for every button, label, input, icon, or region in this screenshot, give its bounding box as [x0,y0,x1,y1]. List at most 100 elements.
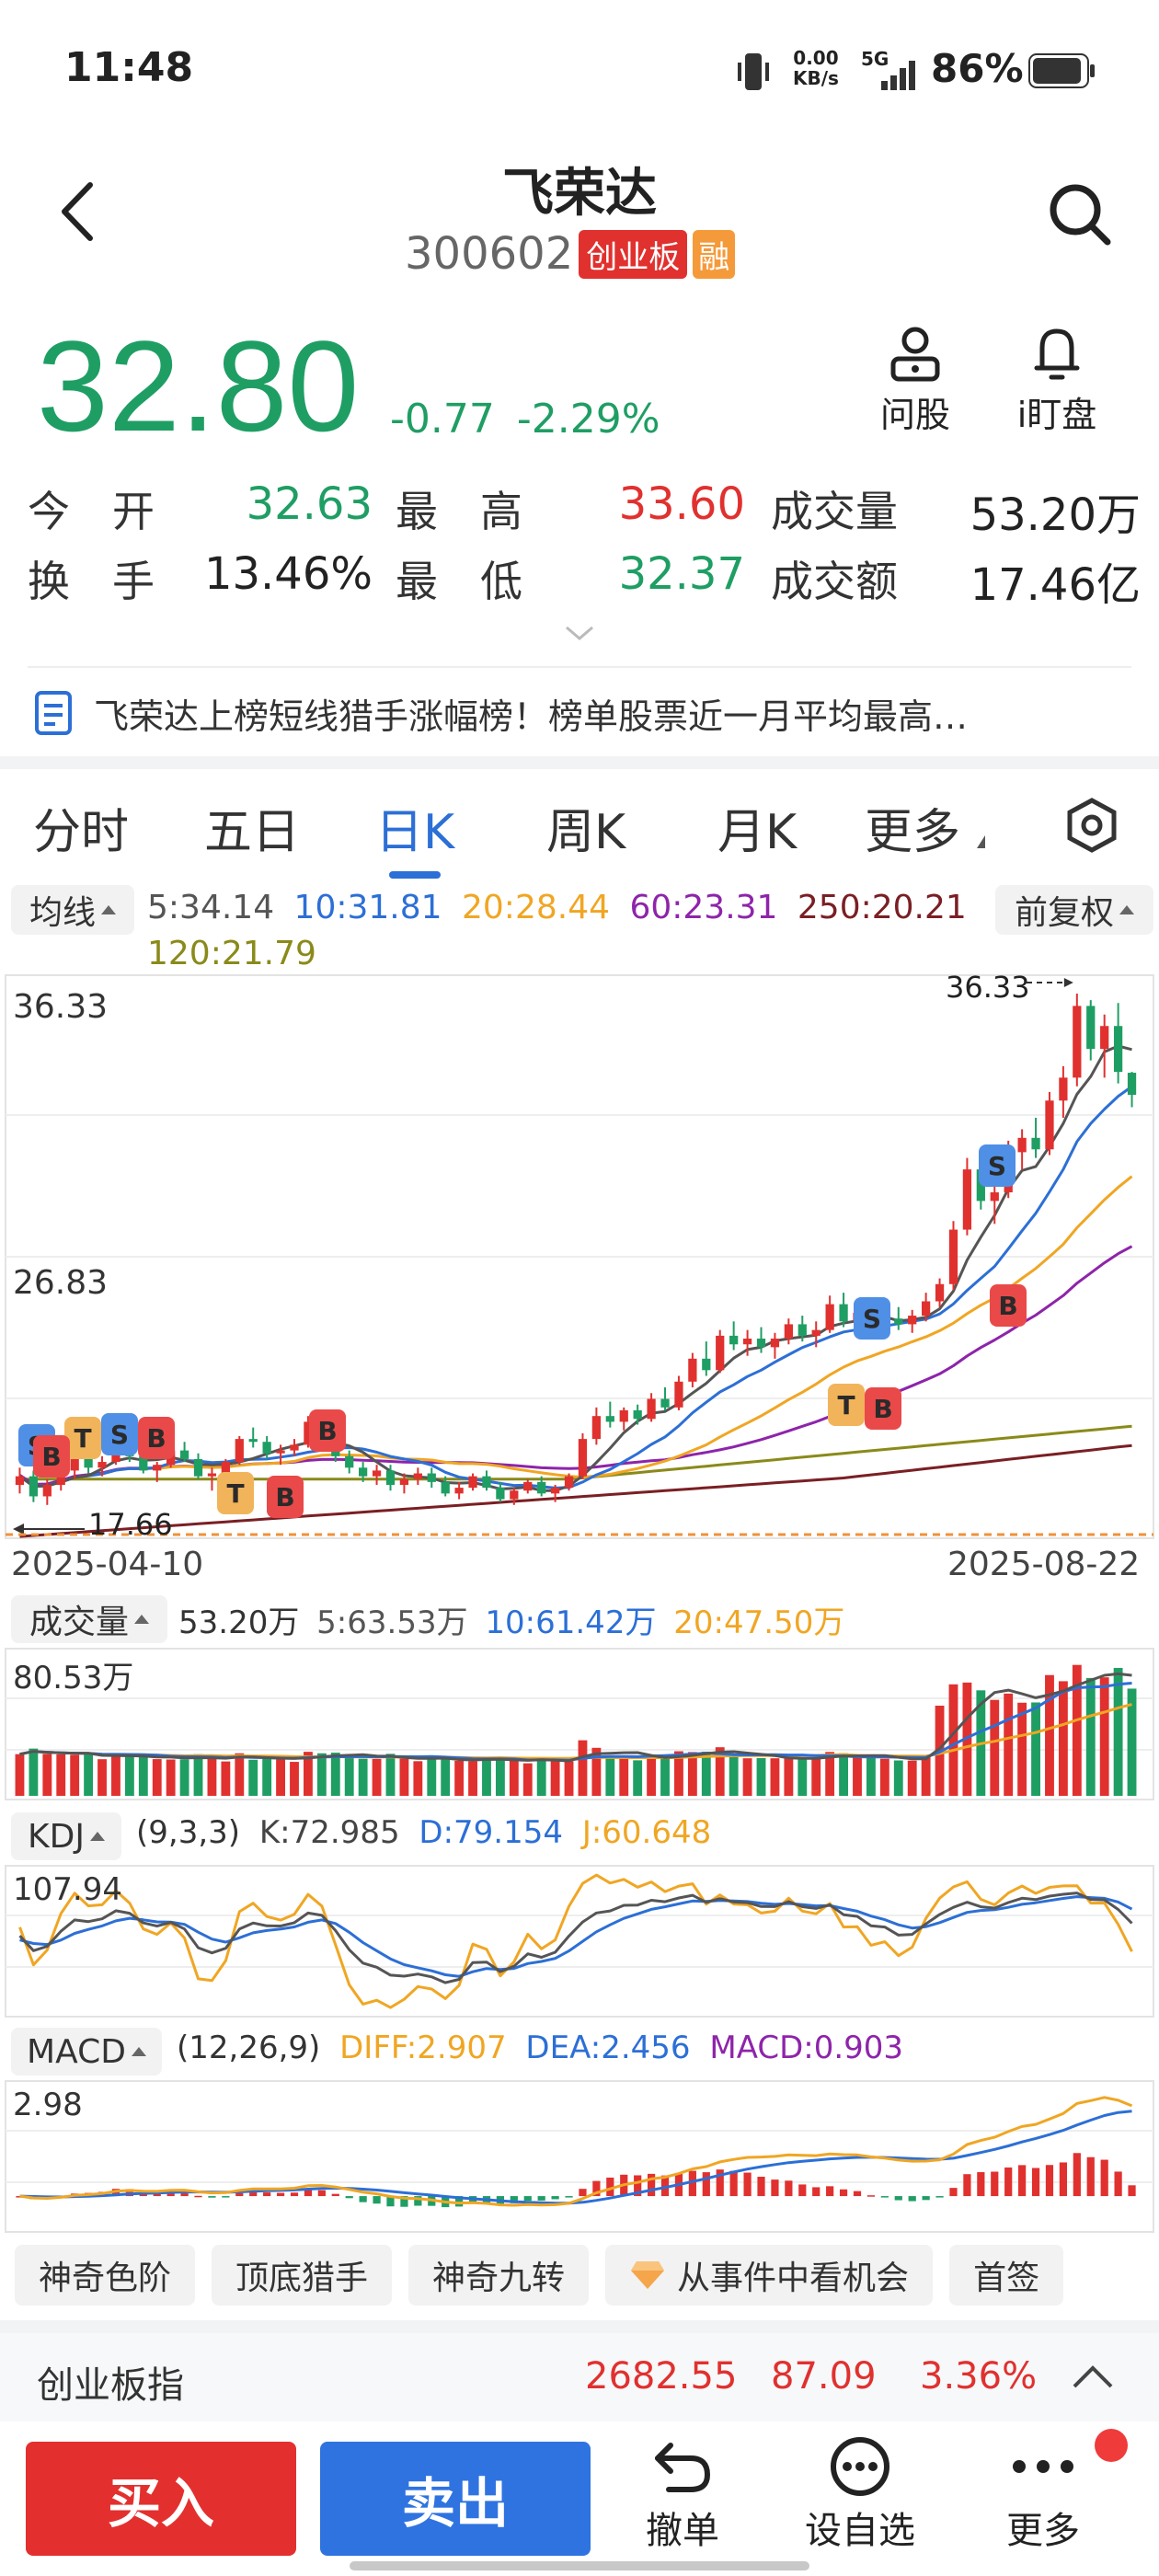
tab-3[interactable]: 周K [546,793,625,862]
index-bar[interactable]: 创业板指 2682.55 87.09 3.36% [0,2333,1159,2421]
expand-chevron-icon[interactable] [563,624,596,644]
volume-bar [248,1759,258,1796]
candle [908,1316,917,1325]
candle [619,1409,628,1422]
tool-events[interactable]: 从事件中看机会 [605,2245,934,2306]
candle [413,1473,422,1479]
panel-frame [5,1865,1154,2018]
signal-mark-b[interactable]: B [309,1409,346,1452]
diamond-icon [631,2261,665,2289]
candle [482,1476,491,1489]
candle [399,1478,409,1485]
kdj-d: D:79.154 [419,1814,563,1851]
ask-stock-button[interactable]: 问股 [865,324,966,437]
buy-button[interactable]: 买入 [26,2442,296,2556]
kdj-chart[interactable] [0,1864,1159,2018]
macd-chart[interactable] [0,2079,1159,2234]
ma5-line [18,1044,1132,1492]
volume-bar [207,1756,217,1796]
low-mark-label: 17.66 [88,1507,173,1542]
watch-button[interactable]: i盯盘 [1006,324,1107,437]
more-button[interactable]: 更多 [988,2436,1098,2554]
signal-mark-b[interactable]: B [990,1284,1027,1327]
macd-bar [400,2196,408,2207]
macd-bar [1073,2153,1081,2197]
tab-4[interactable]: 月K [717,793,797,862]
dropdown-icon [89,1832,105,1841]
chart-settings-icon[interactable] [1063,797,1120,854]
volume-bar [633,1760,643,1796]
ma-selector[interactable]: 均线 [11,885,134,935]
candle [770,1339,780,1348]
signal-mark-s[interactable]: S [101,1413,138,1455]
stat-value: 53.20万 [970,489,1141,541]
volume-bar [660,1758,670,1796]
back-icon[interactable] [55,179,101,244]
signal-mark-b[interactable]: B [267,1476,304,1518]
change-value: -0.77 [390,396,495,443]
volume-bar [784,1758,794,1796]
kdj-d-line [19,1895,1133,1978]
net-speed: 0.00 KB/s [793,47,839,89]
tab-label: 更多 [865,805,961,860]
signal-mark-t[interactable]: T [217,1472,254,1514]
macd-bar [166,2191,175,2197]
signal-mark-t[interactable]: T [64,1417,101,1459]
high-mark-label: 36.33 [946,970,1030,1005]
tab-2[interactable]: 日K [375,793,454,879]
tool-nine-turns[interactable]: 神奇九转 [408,2245,590,2306]
sell-button[interactable]: 卖出 [320,2442,591,2556]
tool-first[interactable]: 首签 [949,2245,1064,2306]
volume-max-label: 80.53万 [13,1660,134,1696]
dropdown-icon [1119,905,1134,914]
chevron-up-icon[interactable] [1069,2361,1117,2392]
candle [839,1304,848,1322]
candle [248,1439,258,1443]
adjust-selector[interactable]: 前复权 [995,885,1153,935]
candle [359,1467,368,1477]
ma5: 5:34.14 [147,889,275,926]
add-watchlist-button[interactable]: 设自选 [791,2436,929,2554]
macd-bar [660,2175,670,2197]
signal-mark-b[interactable]: B [33,1435,70,1478]
macd-bar [263,2192,271,2197]
cancel-order-button[interactable]: 撤单 [627,2436,738,2554]
kdj-selector[interactable]: KDJ [11,1812,121,1860]
tab-5[interactable]: 更多 [865,793,986,862]
signal-mark-t[interactable]: T [828,1384,865,1426]
macd-bar [317,2190,326,2197]
volume-chart[interactable] [0,1647,1159,1801]
tab-0[interactable]: 分时 [33,793,129,862]
ma-legend: 5:34.14 10:31.81 20:28.44 60:23.31 250:2… [147,885,975,977]
volume-bar [56,1754,66,1796]
signal-mark-b[interactable]: B [138,1417,175,1459]
volume-bar [879,1758,889,1796]
tool-top-bottom[interactable]: 顶底猎手 [212,2245,393,2306]
signal-mark-b[interactable]: B [865,1387,901,1430]
candle [290,1444,299,1451]
signal-mark-s[interactable]: S [854,1297,890,1340]
stat-label: 今 开 [28,487,155,536]
tab-1[interactable]: 五日 [204,793,300,862]
volume-selector[interactable]: 成交量 [11,1595,167,1643]
volume-bar [468,1761,477,1796]
macd-selector[interactable]: MACD [11,2028,162,2076]
volume-bar [798,1758,808,1796]
candle [496,1488,505,1500]
stat-value: 13.46% [203,548,373,600]
macd-bar [208,2196,216,2198]
candle [811,1329,820,1336]
macd-bar [153,2192,161,2197]
tool-color-scale[interactable]: 神奇色阶 [15,2245,196,2306]
candle [70,1458,79,1471]
search-icon[interactable] [1045,179,1115,249]
kdj-k-line [18,1892,1133,1984]
volume-ma5-line [19,1672,1132,1763]
news-banner[interactable]: 飞荣达上榜短线猎手涨幅榜！榜单股票近一月平均最高… [33,681,1137,745]
macd-bar [771,2179,779,2197]
volume-bar [687,1752,697,1796]
signal-mark-s[interactable]: S [979,1144,1016,1187]
candle [1086,1006,1096,1050]
candle [385,1470,396,1485]
ma10-line [18,1085,1133,1489]
